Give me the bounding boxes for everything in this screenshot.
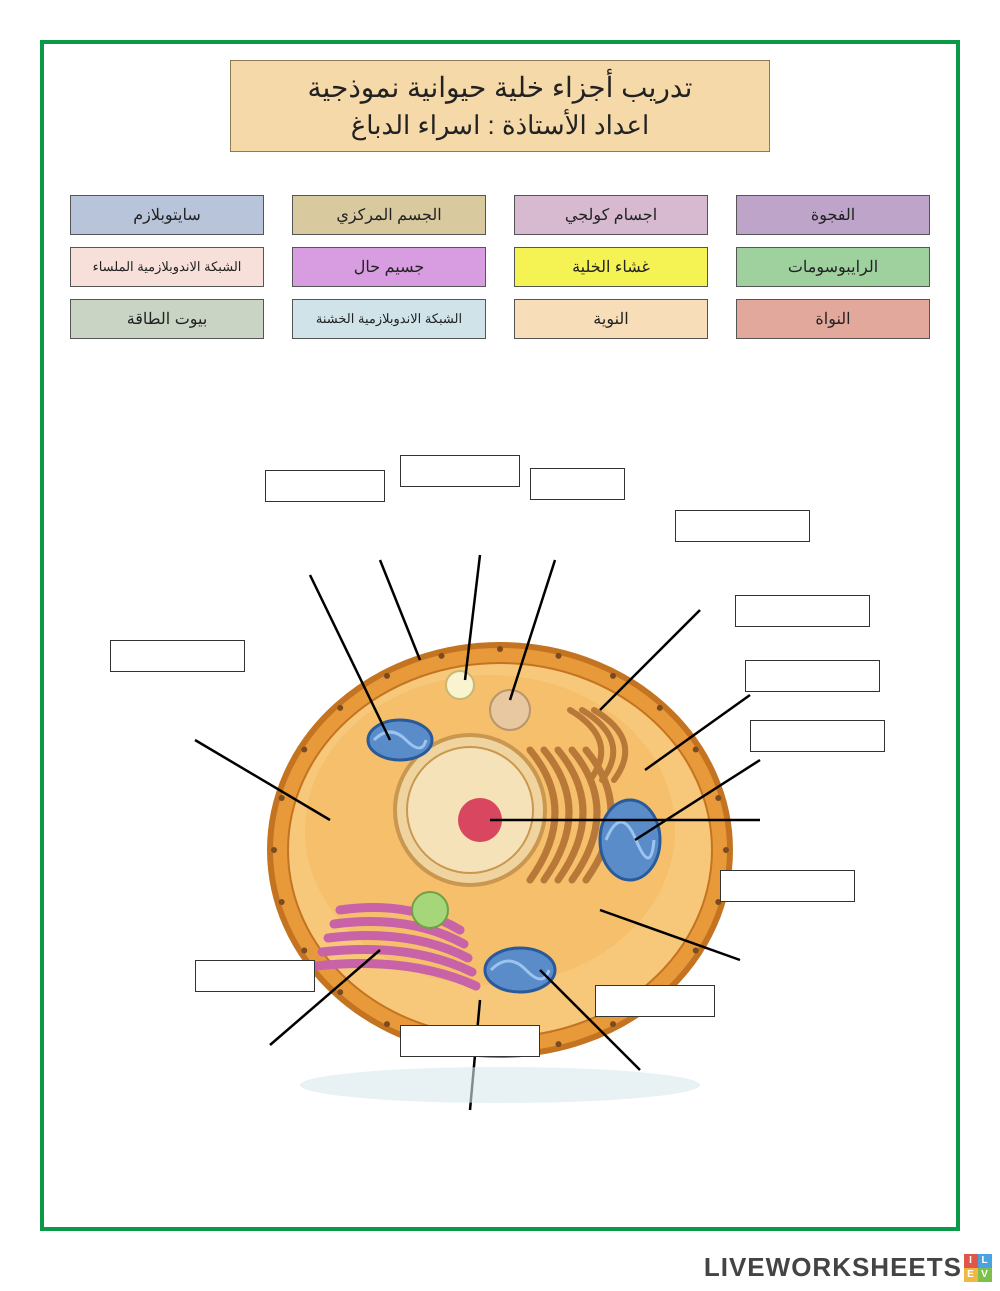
label-chip[interactable]: غشاء الخلية	[514, 247, 708, 287]
labels-grid: الفجوة اجسام كولجي الجسم المركزي سايتوبلازم…	[70, 195, 930, 351]
watermark: LIVE LIVEWORKSHEETS	[704, 1252, 992, 1283]
answer-drop-box[interactable]	[745, 660, 880, 692]
label-chip[interactable]: جسيم حال	[292, 247, 486, 287]
title-box: تدريب أجزاء خلية حيوانية نموذجية اعداد ا…	[230, 60, 770, 152]
answer-drop-box[interactable]	[530, 468, 625, 500]
label-chip[interactable]: النوية	[514, 299, 708, 339]
watermark-badge: LIVE	[964, 1254, 992, 1282]
title-line-2: اعداد الأستاذة : اسراء الدباغ	[251, 110, 749, 141]
label-chip[interactable]: الفجوة	[736, 195, 930, 235]
label-chip[interactable]: بيوت الطاقة	[70, 299, 264, 339]
label-chip[interactable]: الرايبوسومات	[736, 247, 930, 287]
label-chip[interactable]: النواة	[736, 299, 930, 339]
label-chip[interactable]: سايتوبلازم	[70, 195, 264, 235]
answer-drop-box[interactable]	[400, 455, 520, 487]
diagram-area	[100, 430, 900, 1191]
label-chip[interactable]: اجسام كولجي	[514, 195, 708, 235]
answer-drop-box[interactable]	[595, 985, 715, 1017]
answer-drop-box[interactable]	[110, 640, 245, 672]
label-chip[interactable]: الجسم المركزي	[292, 195, 486, 235]
answer-drop-box[interactable]	[720, 870, 855, 902]
answer-drop-box[interactable]	[400, 1025, 540, 1057]
answer-drop-box[interactable]	[195, 960, 315, 992]
label-chip[interactable]: الشبكة الاندوبلازمية الخشنة	[292, 299, 486, 339]
answer-drop-box[interactable]	[265, 470, 385, 502]
answer-drop-box[interactable]	[750, 720, 885, 752]
title-line-1: تدريب أجزاء خلية حيوانية نموذجية	[251, 71, 749, 104]
watermark-text: LIVEWORKSHEETS	[704, 1252, 962, 1283]
answer-drop-box[interactable]	[675, 510, 810, 542]
answer-drop-box[interactable]	[735, 595, 870, 627]
label-chip[interactable]: الشبكة الاندوبلازمية الملساء	[70, 247, 264, 287]
